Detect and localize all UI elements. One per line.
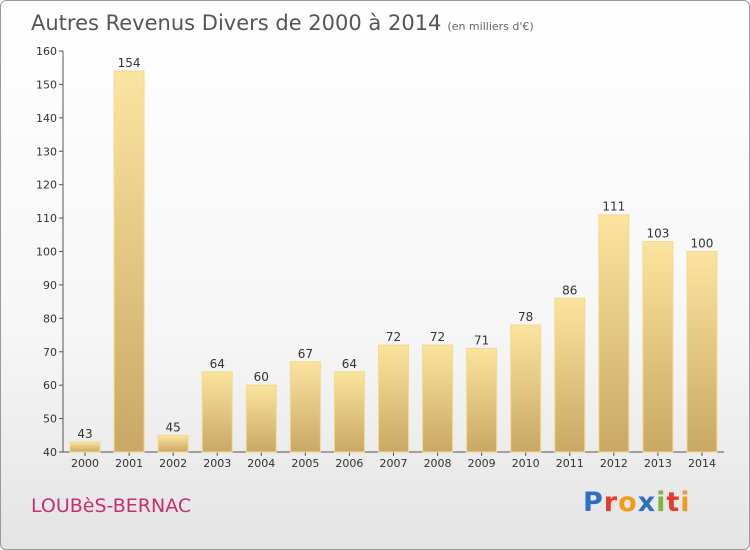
logo-letter: x xyxy=(637,487,657,518)
bar xyxy=(378,344,409,453)
bar-value-label: 45 xyxy=(166,420,181,434)
x-tick-label: 2007 xyxy=(380,457,408,470)
bar xyxy=(333,371,365,453)
bar xyxy=(642,240,674,453)
chart-labels: 43 154 45 64 60 67 64 72 72 71 78 86 111 103 100 xyxy=(77,56,713,441)
bar-value-label: 71 xyxy=(474,333,489,347)
x-tick-label: 2002 xyxy=(159,457,187,470)
y-tick-label: 100 xyxy=(36,246,57,259)
logo-letter: i xyxy=(656,487,667,518)
bar xyxy=(157,434,189,453)
logo-letter: P xyxy=(583,487,604,518)
x-tick-label: 2008 xyxy=(424,457,452,470)
y-tick-label: 50 xyxy=(43,413,57,426)
bar xyxy=(69,441,101,453)
y-tick-label: 160 xyxy=(36,45,57,58)
bar-value-label: 67 xyxy=(298,347,313,361)
x-tick-label: 2005 xyxy=(291,457,319,470)
bar xyxy=(510,324,542,453)
x-tick-label: 2001 xyxy=(115,457,143,470)
bar-value-label: 60 xyxy=(254,370,269,384)
y-tick-label: 80 xyxy=(43,312,57,325)
logo-letter: t xyxy=(666,487,681,518)
x-tick-label: 2000 xyxy=(71,457,99,470)
x-tick-label: 2010 xyxy=(512,457,540,470)
bar-value-label: 111 xyxy=(602,200,625,214)
commune-name: LOUBèS-BERNAC xyxy=(31,495,192,517)
bar xyxy=(245,384,277,453)
y-tick-label: 150 xyxy=(36,78,57,91)
bar-value-label: 43 xyxy=(77,427,92,441)
bar xyxy=(289,361,321,453)
chart-title: Autres Revenus Divers de 2000 à 2014 (en … xyxy=(31,11,534,35)
y-tick-label: 60 xyxy=(43,379,57,392)
bar xyxy=(422,344,454,453)
x-tick-label: 2006 xyxy=(335,457,363,470)
bar xyxy=(466,347,498,453)
y-tick-label: 70 xyxy=(43,346,57,359)
bar xyxy=(113,70,145,453)
x-tick-label: 2013 xyxy=(644,457,672,470)
y-tick-label: 40 xyxy=(43,446,57,459)
bar-value-label: 100 xyxy=(691,237,714,251)
bar-value-label: 103 xyxy=(646,226,669,240)
bar-value-label: 154 xyxy=(118,56,141,70)
bar-value-label: 72 xyxy=(430,330,445,344)
x-tick-label: 2012 xyxy=(600,457,628,470)
bar-value-label: 64 xyxy=(210,357,225,371)
bar xyxy=(686,251,718,453)
y-tick-label: 130 xyxy=(36,145,57,158)
bar-value-label: 64 xyxy=(342,357,357,371)
y-tick-label: 140 xyxy=(36,112,57,125)
chart-title-text: Autres Revenus Divers de 2000 à 2014 xyxy=(31,11,442,35)
bar-value-label: 86 xyxy=(562,283,577,297)
bar-value-label: 72 xyxy=(386,330,401,344)
y-tick-label: 110 xyxy=(36,212,57,225)
proxiti-logo: Proxiti xyxy=(583,487,691,518)
bar xyxy=(554,297,586,453)
bar-value-label: 78 xyxy=(518,310,533,324)
logo-letter: i xyxy=(680,487,691,518)
y-tick-label: 90 xyxy=(43,279,57,292)
logo-letter: r xyxy=(603,487,619,518)
x-tick-label: 2014 xyxy=(688,457,716,470)
y-tick-label: 120 xyxy=(36,179,57,192)
chart-subtitle: (en milliers d'€) xyxy=(447,20,534,33)
chart-axes: 40 50 60 70 80 90 100 110 120 130 140 150 160 2000 200… xyxy=(36,45,724,470)
x-tick-label: 2003 xyxy=(203,457,231,470)
chart-bars xyxy=(69,70,718,453)
x-tick-label: 2004 xyxy=(247,457,275,470)
x-tick-label: 2009 xyxy=(468,457,496,470)
x-tick-label: 2011 xyxy=(556,457,584,470)
bar xyxy=(598,214,630,453)
logo-letter: o xyxy=(618,487,638,518)
bar xyxy=(201,371,233,453)
